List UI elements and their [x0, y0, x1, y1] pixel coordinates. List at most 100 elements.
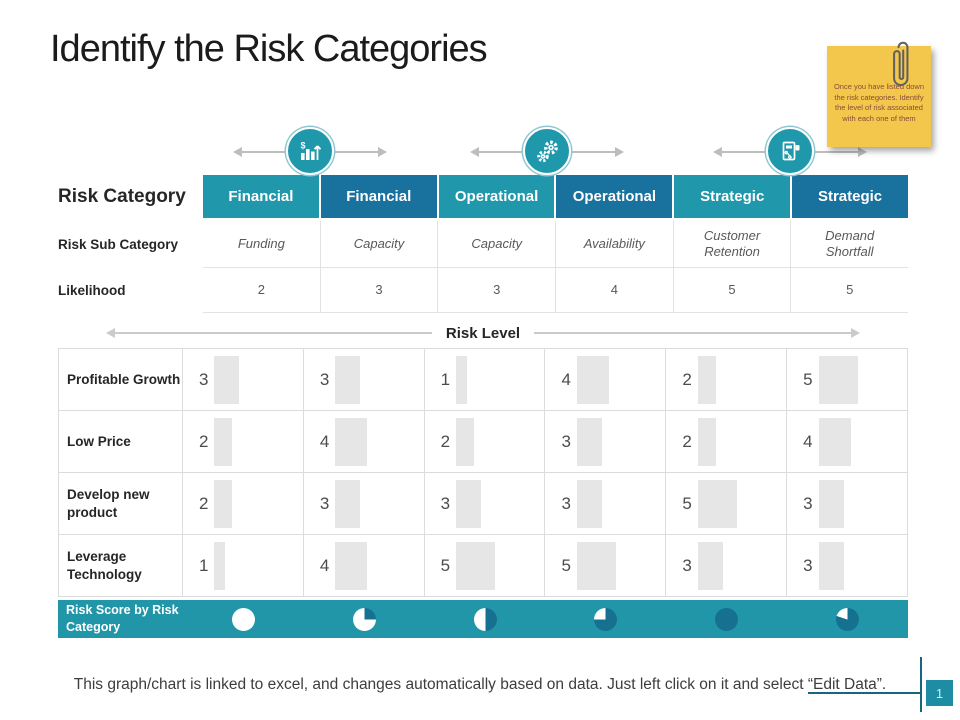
matrix-value-bar [214, 355, 240, 404]
likelihood-label: Likelihood [58, 283, 126, 298]
matrix-cell: 3 [425, 473, 546, 534]
risk-category-cell: Operational [556, 175, 673, 218]
matrix-row-label: Develop new product [58, 473, 183, 534]
matrix-value-bar [818, 355, 858, 404]
footer-accent-hline [808, 692, 921, 694]
matrix-value: 4 [319, 431, 330, 451]
matrix-cell: 2 [425, 411, 546, 472]
matrix-value: 2 [682, 431, 692, 451]
matrix-cell: 1 [183, 535, 304, 596]
matrix-cell: 5 [666, 473, 788, 534]
matrix-cell: 3 [304, 349, 425, 410]
likelihood-cell: 3 [319, 268, 438, 313]
matrix-value: 5 [561, 555, 571, 575]
risk-sub-category-label: Risk Sub Category [58, 237, 179, 252]
pie-chart-icon [473, 607, 497, 631]
footer-accent-vline [920, 657, 922, 712]
matrix-value: 3 [561, 493, 571, 513]
matrix-value-bar [214, 479, 233, 528]
likelihood-cell: 2 [203, 268, 320, 313]
sticky-note-text: Once you have listed down the risk categ… [833, 82, 925, 123]
matrix-value: 5 [682, 493, 692, 513]
matrix-value-bar [456, 417, 475, 466]
matrix-value-bar [456, 479, 482, 528]
likelihood-cell: 3 [437, 268, 556, 313]
matrix-cell: 2 [666, 411, 788, 472]
matrix-value: 4 [319, 555, 330, 575]
matrix-value: 3 [199, 369, 209, 389]
risk-matrix-rows[interactable]: Profitable Growth 3 3 1 4 2 5 Low Price 2 4 2 3 2 4 De… [58, 348, 908, 597]
risk-score-bar: Risk Score by Risk Category [58, 600, 908, 638]
risk-score-cell [183, 600, 304, 638]
matrix-value-bar [697, 541, 723, 590]
matrix-cell: 3 [183, 349, 304, 410]
risk-score-cells [183, 600, 908, 638]
matrix-cell: 3 [666, 535, 788, 596]
matrix-row-label: Low Price [58, 411, 183, 472]
operations-gears-icon [523, 127, 571, 175]
risk-level-label: Risk Level [445, 324, 521, 342]
likelihood-cell: 5 [790, 268, 909, 313]
sub-category-cell: Demand Shortfall [790, 221, 909, 268]
matrix-cell: 3 [787, 473, 908, 534]
left-arrow-icon [106, 328, 115, 338]
matrix-cell: 3 [304, 473, 425, 534]
risk-score-label: Risk Score by Risk Category [66, 603, 179, 634]
matrix-value-bar [818, 541, 844, 590]
risk-level-divider: Risk Level [58, 319, 908, 347]
matrix-value-bar [456, 541, 496, 590]
calculator-icon [782, 141, 800, 161]
risk-category-cell: Financial [320, 175, 437, 218]
pie-chart-icon [231, 607, 255, 631]
likelihood-cell: 4 [555, 268, 673, 313]
matrix-cell: 4 [304, 411, 425, 472]
risk-score-cell [787, 600, 908, 638]
matrix-value: 4 [561, 369, 571, 389]
matrix-row: Profitable Growth 3 3 1 4 2 5 [58, 349, 908, 411]
right-arrow-icon [851, 328, 860, 338]
matrix-value-bar [335, 417, 368, 466]
matrix-cell: 2 [666, 349, 788, 410]
strategy-calculator-icon [766, 127, 814, 175]
matrix-value: 3 [803, 555, 813, 575]
matrix-cell: 5 [787, 349, 908, 410]
matrix-value: 2 [199, 493, 209, 513]
sub-category-cell: Capacity [437, 221, 556, 268]
matrix-value: 3 [561, 431, 571, 451]
matrix-value-bar [214, 541, 226, 590]
matrix-cell: 2 [183, 473, 304, 534]
pie-chart-icon [594, 607, 618, 631]
matrix-value: 3 [803, 493, 813, 513]
page-title: Identify the Risk Categories [50, 28, 488, 70]
sub-category-cell: Availability [555, 221, 673, 268]
matrix-value-bar [576, 417, 602, 466]
risk-score-cell [666, 600, 787, 638]
matrix-cell: 3 [787, 535, 908, 596]
matrix-value-bar [335, 541, 368, 590]
matrix-row-label: Profitable Growth [58, 349, 183, 410]
sub-category-cells: Funding Capacity Capacity Availability Custo… [203, 221, 909, 268]
matrix-cell: 5 [545, 535, 667, 596]
matrix-value-bar [214, 417, 233, 466]
divider-line [115, 332, 432, 334]
risk-category-cells: Financial Financial Operational Operational… [203, 175, 908, 218]
matrix-cell: 4 [787, 411, 908, 472]
risk-category-cell: Strategic [674, 175, 791, 218]
matrix-value: 3 [319, 493, 330, 513]
pie-chart-icon [352, 607, 376, 631]
matrix-row: Low Price 2 4 2 3 2 4 [58, 411, 908, 473]
matrix-value: 3 [440, 493, 451, 513]
gears-icon [536, 140, 558, 162]
risk-score-cell [545, 600, 666, 638]
matrix-value-bar [456, 355, 468, 404]
matrix-cell: 4 [545, 349, 667, 410]
risk-score-cell [304, 600, 425, 638]
matrix-value-bar [335, 479, 361, 528]
matrix-cell: 3 [545, 411, 667, 472]
risk-category-cell: Operational [438, 175, 555, 218]
matrix-row-label: Leverage Technology [58, 535, 183, 596]
risk-category-label: Risk Category [58, 185, 186, 207]
